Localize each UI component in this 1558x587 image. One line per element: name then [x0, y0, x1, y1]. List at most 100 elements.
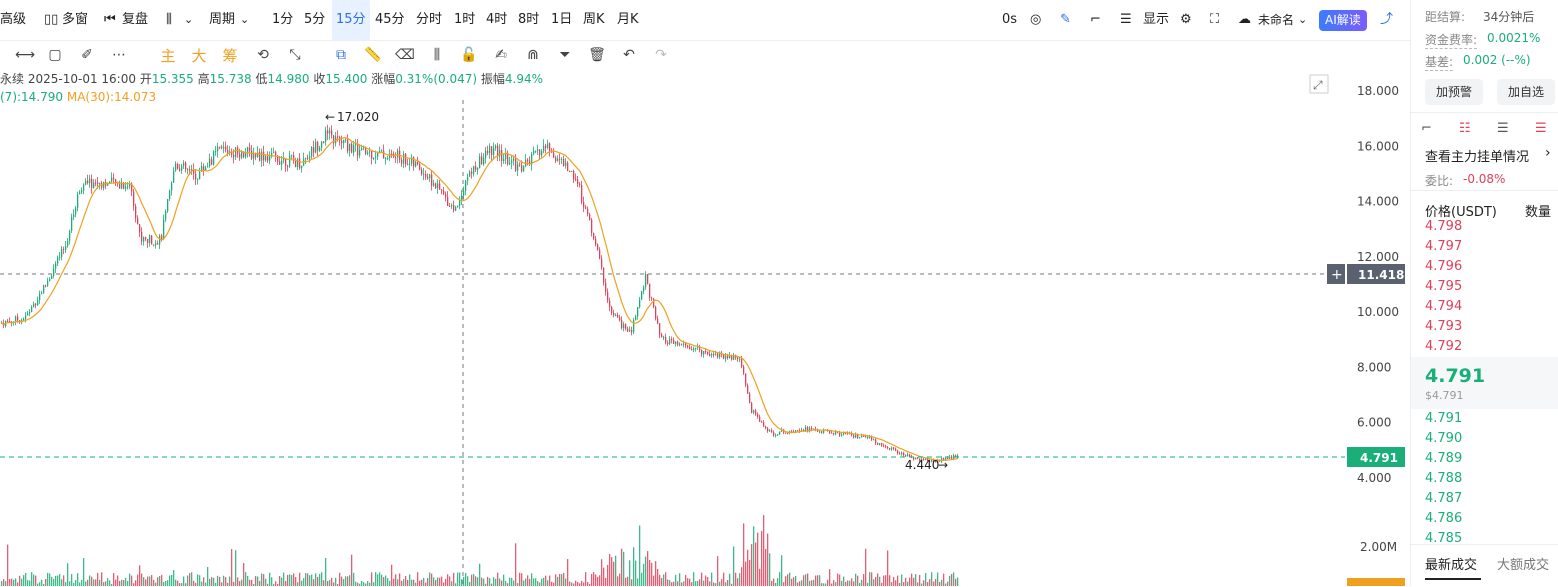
volume-bar: [461, 579, 463, 586]
period-button[interactable]: 周期: [209, 12, 236, 27]
interval-tab[interactable]: 1分: [272, 12, 294, 27]
interval-tab[interactable]: 1时: [454, 12, 476, 27]
pencil-icon[interactable]: ✎: [1060, 12, 1071, 27]
price-axis: 18.000 16.000 14.000 12.000 10.000 8.000 6.000…: [1357, 84, 1399, 485]
ask-price[interactable]: 4.794: [1425, 299, 1463, 314]
candle-body: [259, 152, 261, 161]
list-icon[interactable]: ☰: [1120, 12, 1132, 27]
interval-tab[interactable]: 5分: [304, 12, 326, 27]
ask-price[interactable]: 4.797: [1425, 239, 1463, 254]
chart-type-icon[interactable]: ⫼: [166, 12, 172, 27]
redo-icon[interactable]: ↷: [655, 47, 667, 63]
ai-analysis-button[interactable]: AI解读: [1319, 10, 1367, 31]
interval-tab[interactable]: 4时: [486, 12, 508, 27]
bid-price[interactable]: 4.789: [1425, 451, 1463, 466]
magnet-icon[interactable]: ⋒: [527, 47, 539, 63]
bid-price[interactable]: 4.785: [1425, 531, 1463, 546]
gear-icon[interactable]: ⚙: [1180, 12, 1192, 27]
interval-tab[interactable]: 1日: [551, 12, 573, 27]
bid-price[interactable]: 4.790: [1425, 431, 1463, 446]
candle-body: [769, 430, 771, 432]
candle-body: [43, 285, 45, 294]
filter-icon[interactable]: ⏷: [559, 47, 571, 63]
volume-bar: [635, 560, 637, 586]
interval-tab[interactable]: 45分: [375, 12, 405, 27]
horizontal-line-icon[interactable]: ⟷: [14, 47, 36, 63]
volume-bar: [811, 580, 813, 586]
volume-bar: [121, 579, 123, 586]
layout-name-button[interactable]: 未命名: [1258, 13, 1295, 27]
orderbook-both-icon[interactable]: ⌐: [1421, 121, 1432, 136]
orderbook-asks-icon[interactable]: ☰: [1535, 121, 1547, 136]
chip-button[interactable]: 筹: [222, 46, 238, 65]
bid-price[interactable]: 4.791: [1425, 411, 1463, 426]
trend-tool-icon[interactable]: ⤡: [289, 47, 301, 63]
notes-icon[interactable]: ✍: [495, 47, 507, 63]
comment-icon[interactable]: ⌐: [1090, 12, 1101, 27]
volume-bar: [239, 581, 241, 586]
replay-button[interactable]: 复盘: [122, 12, 149, 27]
ruler-icon[interactable]: 📏: [364, 47, 382, 63]
chevron-right-icon[interactable]: ›: [1545, 145, 1551, 161]
volume-bar: [661, 578, 663, 586]
more-icon[interactable]: ⋯: [112, 47, 126, 63]
interval-tab[interactable]: 周K: [583, 12, 605, 27]
volume-bar: [229, 576, 231, 586]
bid-price[interactable]: 4.786: [1425, 511, 1463, 526]
candle-body: [343, 139, 345, 144]
advanced-button[interactable]: 高级: [0, 12, 27, 27]
indicator-icon[interactable]: ⟲: [257, 47, 269, 63]
candle-body: [901, 452, 903, 455]
main-force-button[interactable]: 主: [160, 46, 176, 65]
candles-icon[interactable]: ⫼: [433, 47, 441, 63]
ask-price[interactable]: 4.793: [1425, 319, 1463, 334]
lock-icon[interactable]: 🔓: [460, 47, 478, 63]
rectangle-icon[interactable]: ▢: [48, 47, 62, 63]
chevron-down-icon[interactable]: ⌄: [1298, 13, 1308, 26]
undo-icon[interactable]: ↶: [623, 47, 635, 63]
volume-bar: [633, 547, 635, 586]
main-orders-link[interactable]: 查看主力挂单情况: [1425, 150, 1530, 165]
bid-price[interactable]: 4.788: [1425, 471, 1463, 486]
add-watchlist-button[interactable]: 加自选: [1497, 79, 1555, 105]
interval-tab[interactable]: 15分: [332, 0, 370, 40]
candle-body: [669, 338, 671, 344]
chevron-down-icon[interactable]: ⌄: [184, 13, 194, 26]
ask-price[interactable]: 4.796: [1425, 259, 1463, 274]
volume-bar: [841, 580, 843, 586]
candle-body: [333, 135, 335, 144]
display-button[interactable]: 显示: [1143, 12, 1170, 27]
eraser-icon[interactable]: ⌫: [395, 47, 415, 63]
candlestick-chart[interactable]: 18.000 16.000 14.000 12.000 10.000 8.000 6.000…: [0, 70, 1410, 586]
tab-latest-trades[interactable]: 最新成交: [1425, 558, 1478, 573]
replay-icon[interactable]: ⏮: [104, 12, 116, 27]
trash-icon[interactable]: 🗑: [588, 47, 606, 63]
candle-body: [187, 169, 189, 171]
tab-large-trades[interactable]: 大额成交: [1497, 558, 1550, 573]
volume-bar: [309, 575, 311, 586]
ask-price[interactable]: 4.795: [1425, 279, 1463, 294]
multi-window-button[interactable]: 多窗: [62, 12, 89, 27]
copy-icon[interactable]: ⧉: [336, 47, 346, 63]
candle-body: [831, 432, 833, 434]
big-order-button[interactable]: 大: [191, 46, 207, 65]
candle-body: [661, 334, 663, 338]
brush-icon[interactable]: ✐: [81, 47, 93, 63]
orderbook-bids-icon[interactable]: ☰: [1497, 121, 1509, 136]
fullscreen-icon[interactable]: ⛶: [1210, 12, 1220, 27]
interval-tab[interactable]: 8时: [518, 12, 540, 27]
candle-body: [537, 149, 539, 151]
share-icon[interactable]: ⤴: [1380, 12, 1394, 27]
bid-price[interactable]: 4.787: [1425, 491, 1463, 506]
add-alert-button[interactable]: 加预警: [1425, 79, 1483, 105]
chevron-down-icon[interactable]: ⌄: [240, 13, 250, 26]
ask-price[interactable]: 4.792: [1425, 339, 1463, 354]
cloud-icon[interactable]: ☁: [1238, 12, 1251, 27]
candle-body: [9, 321, 11, 323]
ask-price[interactable]: 4.798: [1425, 219, 1463, 234]
camera-icon[interactable]: ◎: [1030, 12, 1042, 27]
orderbook-split-icon[interactable]: ☷: [1459, 121, 1471, 136]
interval-tab[interactable]: 分时: [416, 12, 443, 27]
interval-tab[interactable]: 月K: [617, 12, 639, 27]
multi-window-icon[interactable]: ▯▯: [44, 12, 59, 27]
